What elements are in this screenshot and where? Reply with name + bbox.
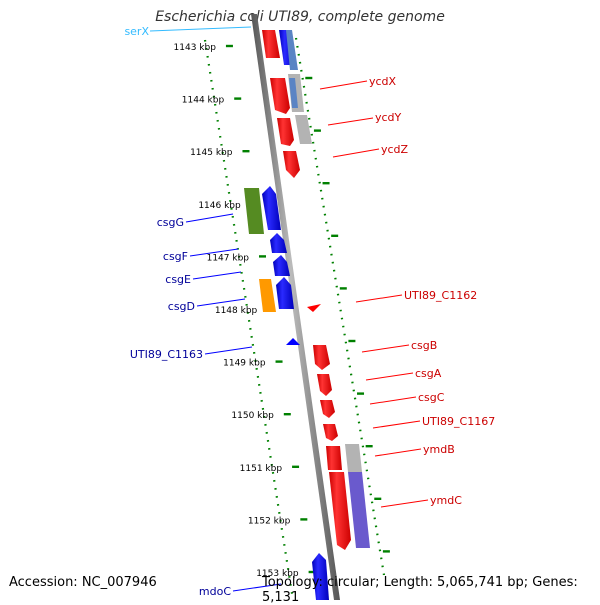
tick-label: 1144 kbp [182,96,225,106]
tick-label: 1152 kbp [248,516,291,526]
cog-blocks [244,30,370,548]
callout-lines [149,26,429,592]
gene-label: csgD [168,300,195,313]
gene-arrow [317,374,332,396]
map-title: Escherichia coli UTI89, complete genome [155,9,445,25]
cog-block-green [244,188,264,234]
gene-arrow [320,400,335,418]
gene-label: UTI89_C1167 [422,415,495,428]
gene-label: csgE [165,273,191,286]
gene-label: UTI89_C1163 [130,348,203,361]
gene-arrow [312,553,329,600]
gene-arrow [323,424,338,441]
tick-label: 1146 kbp [198,201,241,211]
cog-block-orange [259,279,276,312]
gene-label: csgC [418,391,445,404]
gene-arrow [276,277,294,309]
gene-label: UTI89_C1162 [404,289,477,302]
tick-label: 1147 kbp [207,253,250,263]
reverse-genes [262,30,329,600]
gene-arrow [283,151,300,178]
accession-text: Accession: NC_007946 [9,575,157,590]
gene-label: ymdC [430,494,462,507]
tick-marks: 1143 kbp 1144 kbp 1145 kbp 1146 kbp 1147 kbp… [174,43,390,579]
cog-block-grey [345,444,362,472]
gene-label: ycdZ [381,143,409,156]
cog-block-steel [289,78,298,108]
forward-genes [262,30,351,550]
cog-block-purple [348,472,370,548]
tick-label: 1151 kbp [240,464,283,474]
gene-arrow [313,345,330,370]
outer-tick-track [294,37,386,576]
cog-block-grey [295,115,312,144]
gene-arrow [277,118,294,146]
gene-label: csgA [415,367,442,380]
gene-label: ycdX [369,75,397,88]
gene-label: serX [124,25,149,38]
gene-arrow [329,472,351,550]
tick-label: 1145 kbp [190,148,233,158]
gene-arrow [262,186,281,230]
gene-arrow [270,78,290,114]
gene-label: ymdB [423,443,455,456]
gene-label: csgB [411,339,437,352]
gene-arrow [262,30,280,58]
cog-block-steel [286,30,298,70]
gene-label: ycdY [375,111,402,124]
forward-gene-labels: ycdX ycdY ycdZ UTI89_C1162 csgB csgA csg… [369,75,495,507]
tick-label: 1149 kbp [223,359,266,369]
tick-label: 1150 kbp [231,411,274,421]
gene-arrow [307,304,321,312]
genome-backbone [251,14,340,600]
reverse-gene-labels: serX csgG csgF csgE csgD UTI89_C1163 mdo… [124,25,231,598]
gene-arrow [270,233,287,253]
gene-arrow [273,255,290,276]
gene-arrow [286,338,300,345]
tick-label: 1148 kbp [215,306,258,316]
topology-summary: Topology: circular; Length: 5,065,741 bp… [262,575,578,605]
gene-label: mdoC [199,585,231,598]
gene-arrow [326,446,342,470]
tick-label: 1153 kbp [256,569,299,579]
tick-label: 1143 kbp [174,43,217,53]
gene-label: csgF [163,250,188,263]
gene-label: csgG [157,216,184,229]
